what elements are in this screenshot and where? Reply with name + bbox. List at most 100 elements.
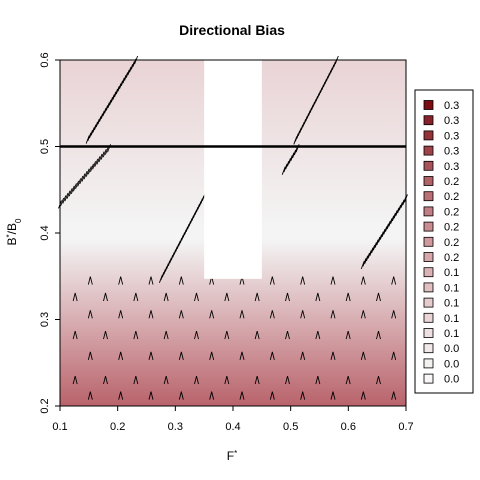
bias-arrow	[330, 310, 336, 319]
bias-arrow	[148, 391, 154, 400]
bias-arrow	[285, 292, 290, 302]
bias-arrow	[300, 351, 306, 360]
streak-tick	[109, 97, 113, 106]
legend-label: 0.0	[444, 343, 459, 355]
streak	[360, 194, 408, 270]
streak-tick	[378, 234, 382, 243]
x-tick-label: 0.6	[341, 421, 356, 433]
y-axis-label: B*/B0	[5, 218, 23, 245]
bias-arrow	[194, 292, 199, 302]
streak-tick	[385, 223, 389, 232]
bias-arrow	[345, 330, 351, 340]
legend-label: 0.2	[444, 222, 459, 234]
y-tick-label: 0.4	[39, 225, 51, 240]
legend-swatch	[423, 343, 434, 354]
streak-tick	[83, 170, 88, 180]
streak-tick	[397, 204, 402, 214]
bias-arrow	[178, 351, 184, 360]
streak-tick	[100, 110, 105, 120]
bias-arrow	[148, 310, 154, 319]
legend-swatch	[423, 297, 434, 308]
bias-arrow	[376, 292, 381, 302]
bias-arrow	[254, 375, 260, 385]
bias-arrow	[300, 310, 306, 319]
bias-arrow	[178, 391, 184, 400]
y-axis: 0.2 0.3 0.4 0.5 0.6	[39, 52, 60, 414]
streak-tick	[79, 175, 84, 185]
x-tick-label: 0.5	[283, 421, 298, 433]
bias-arrow	[87, 276, 93, 285]
streak-tick	[68, 188, 73, 197]
streak-tick	[97, 116, 102, 125]
bias-arrow	[103, 375, 108, 385]
bias-arrow	[148, 351, 154, 360]
y-tick-label: 0.5	[39, 139, 51, 154]
streak-tick	[60, 197, 65, 207]
x-tick-label: 0.4	[225, 421, 240, 433]
streak-tick	[90, 127, 95, 136]
streak-tick	[371, 244, 376, 254]
streak-tick	[77, 178, 82, 187]
streak-tick	[287, 158, 291, 167]
streak-tick	[87, 166, 92, 175]
bias-arrow	[72, 330, 78, 340]
streak-tick	[110, 94, 115, 103]
streak-tick	[288, 155, 293, 164]
bias-arrow	[391, 310, 397, 319]
streak-tick	[376, 236, 381, 246]
streak-tick	[369, 247, 374, 256]
streak-tick	[102, 148, 107, 158]
legend-swatch	[423, 206, 434, 217]
bias-arrow	[254, 292, 260, 302]
streak-tick	[85, 168, 90, 177]
legend-swatch	[423, 221, 434, 232]
streak-tick	[292, 149, 297, 159]
streak-tick	[386, 220, 391, 230]
streak-tick	[75, 180, 79, 190]
x-tick-label: 0.2	[110, 421, 125, 433]
bias-arrow	[315, 292, 321, 302]
streak-tick	[281, 166, 286, 175]
streak-tick	[94, 121, 98, 131]
streak-tick	[367, 250, 372, 259]
bias-arrow	[133, 375, 139, 385]
streak-tick	[125, 69, 130, 78]
streak-tick	[64, 192, 69, 202]
bias-arrow	[360, 310, 366, 319]
bias-arrow	[72, 375, 78, 385]
legend-label: 0.2	[444, 176, 459, 188]
streak-tick	[362, 258, 367, 267]
streak-tick	[130, 61, 135, 70]
streak-tick	[388, 218, 393, 227]
legend-swatch	[423, 252, 434, 262]
legend-swatch	[423, 282, 434, 293]
streak-tick	[89, 129, 93, 139]
legend-label: 0.0	[444, 358, 459, 370]
streak-tick	[390, 215, 395, 224]
bias-arrow	[360, 351, 366, 360]
bias-arrow	[239, 391, 245, 400]
bias-arrow	[330, 276, 336, 285]
legend-swatch	[423, 160, 434, 171]
streak-tick	[283, 163, 288, 173]
streak-tick	[99, 113, 103, 122]
bias-arrow	[133, 292, 139, 302]
x-axis-label: F*	[227, 449, 237, 464]
streak-tick	[115, 86, 120, 95]
streak-tick	[107, 99, 112, 109]
bias-arrow	[178, 276, 184, 285]
streak-tick	[366, 252, 370, 262]
streak-tick	[290, 152, 295, 161]
masked-region	[204, 60, 262, 279]
streak-tick	[85, 135, 90, 144]
legend-swatch	[423, 358, 434, 369]
streak-tick	[391, 212, 396, 222]
streak-tick	[402, 196, 407, 206]
bias-arrow	[103, 292, 108, 302]
legend-swatch	[423, 176, 434, 186]
bias-arrow	[209, 351, 215, 360]
bias-arrow	[163, 330, 169, 340]
bias-arrow	[163, 375, 169, 385]
legend-label: 0.3	[444, 115, 459, 127]
bias-arrow	[224, 330, 230, 340]
